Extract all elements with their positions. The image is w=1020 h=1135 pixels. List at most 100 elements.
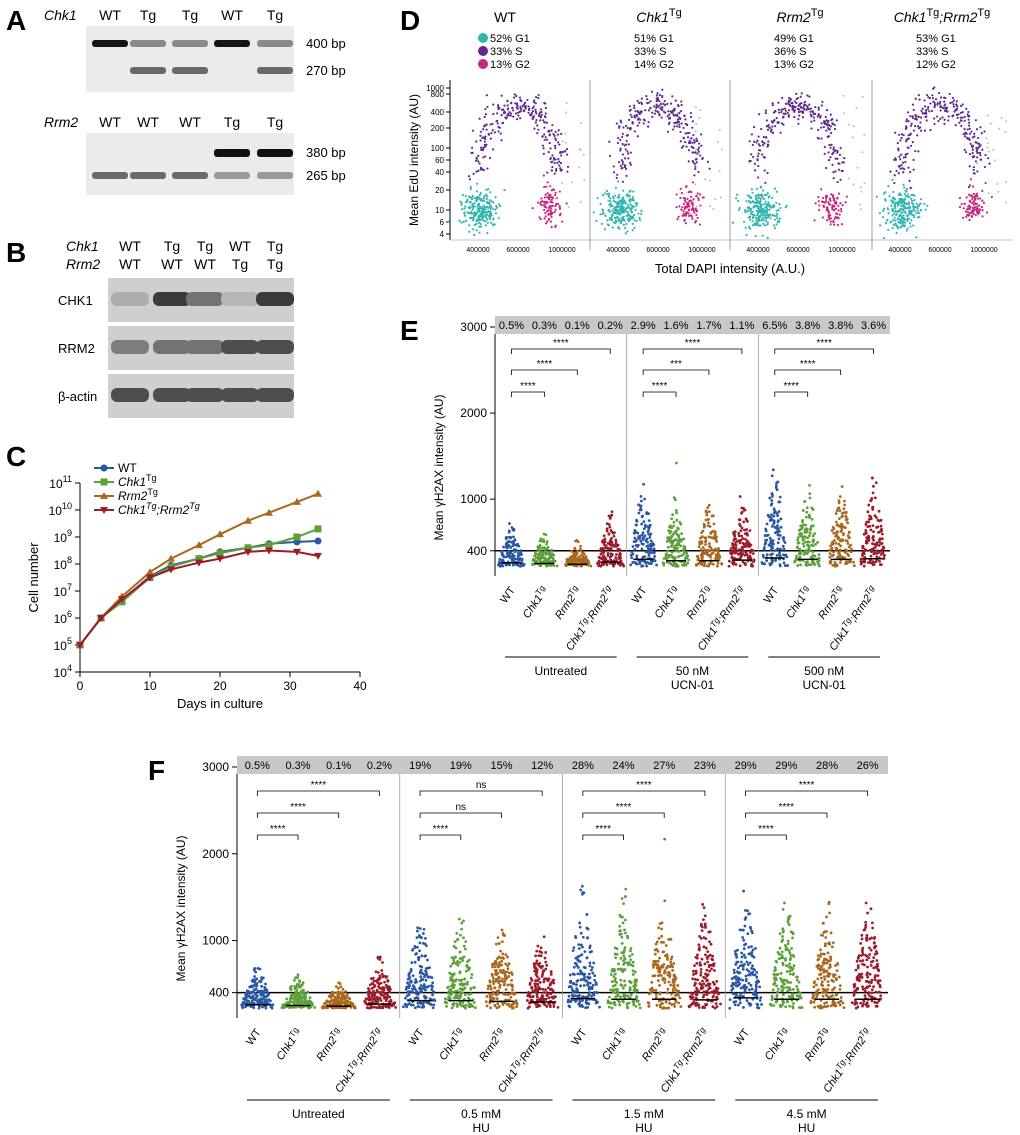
genotype-label: Rrm2Tg [683,583,716,621]
panel-b: B Chk1 Rrm2 WT Tg Tg WT Tg WT WT WT Tg Tg CHK1 RRM… [6,237,294,418]
genotype-label: Chk1Tg;Rrm2Tg [820,1025,875,1095]
significance-bracket: **** [256,780,380,796]
significance-label: **** [652,381,668,392]
y-tick-label: 200 [431,124,445,133]
y-tick-label: 20 [435,186,444,195]
phase-percent: 33% S [634,46,666,58]
panel-f: F 3000 2000 1000 400 Mean γH2AX intensity (A… [148,755,888,1135]
y-tick-label: 108 [54,555,72,572]
gel-band [214,40,250,47]
significance-label: **** [270,824,286,835]
dot-column [760,468,789,568]
data-point [244,516,252,524]
blot-band [221,292,259,306]
dot-column [687,903,722,1010]
series-line [79,492,319,646]
percent-label: 0.1% [326,760,351,772]
data-point [244,544,252,552]
y-tick-label: 104 [54,663,72,680]
condition-label: Untreated [292,1107,345,1121]
data-point [314,537,322,545]
x-tick-label: 20 [213,679,227,693]
data-point [195,555,203,563]
y-tick-label: 100 [431,144,445,153]
legend-label: Rrm2Tg [118,487,158,503]
x-tick-label: 1000000 [548,247,575,254]
gel-band [130,40,166,47]
gel-band [130,172,166,179]
rrm2-gel-label: Rrm2 [44,114,78,130]
percent-label: 0.3% [532,320,557,332]
phase-percent: 53% G1 [916,33,956,45]
significance-label: **** [595,824,611,835]
percent-label: 0.1% [565,320,590,332]
genotype-label: Chk1Tg [651,583,683,620]
band-380bp: 380 bp [306,145,346,160]
blot-band [186,340,224,354]
x-tick-label: 400000 [746,247,769,254]
percent-label: 12% [531,760,553,772]
blot-band [153,340,191,354]
data-point [216,549,224,557]
dot-column [727,495,756,568]
blot-name: β-actin [58,389,97,404]
gel-band [257,149,293,157]
blot-lane-label: WT [119,256,141,272]
significance-label: ns [476,780,487,791]
significance-label: **** [616,802,632,813]
panel-f-letter: F [148,755,165,786]
blot-band [256,292,294,306]
percent-label: 0.5% [499,320,524,332]
condition-label: 0.5 mM [461,1107,501,1121]
data-point [293,497,301,505]
percent-label: 2.9% [631,320,656,332]
legend-dot [478,59,488,69]
y-tick-label: 105 [54,636,72,653]
gel-band [172,67,208,74]
rrm2-gel [86,133,294,195]
condition-label: 4.5 mM [787,1107,827,1121]
gel-band [92,40,128,47]
significance-label: **** [778,802,794,813]
phase-percent: 52% G1 [490,33,530,45]
chk1-gel-label: Chk1 [44,7,77,23]
percent-label: 23% [694,760,716,772]
phase-percent: 13% G2 [490,59,530,71]
y-tick-label: 3000 [460,320,487,334]
dot-column [280,973,317,1010]
x-tick-label: 600000 [646,247,669,254]
dot-column [694,503,724,568]
panel-c: C 0 10 20 30 40 104 105 106 107 108 109 1010 1011 Day… [6,441,367,711]
significance-bracket: **** [582,824,624,840]
data-point [167,554,175,562]
y-tick-label: 40 [435,168,444,177]
genotype-label: Chk1Tg [598,1025,630,1062]
genotype-label: Chk1Tg [782,583,814,620]
percent-label: 27% [653,760,675,772]
phase-percent: 33% S [916,46,948,58]
dot-column [850,901,883,1010]
data-point [97,615,105,622]
legend-label: Chk1Tg [118,473,157,489]
significance-bracket: ns [419,802,502,818]
blot-band [256,388,294,402]
y-axis-title: Cell number [26,542,41,613]
significance-bracket: **** [582,802,665,818]
y-tick-label: 2000 [202,847,229,861]
y-axis-title: Mean γH2AX intensity (AU) [174,835,188,981]
data-point [216,530,224,538]
percent-label: 0.5% [245,760,270,772]
dot-column [363,955,398,1010]
percent-label: 28% [816,760,838,772]
phase-percent: 33% S [490,46,522,58]
percent-label: 29% [775,760,797,772]
significance-label: **** [758,824,774,835]
y-tick-label: 400 [209,986,229,1000]
percent-label: 15% [490,760,512,772]
cell-cycle-scatter [731,92,866,240]
phase-percent: 14% G2 [634,59,674,71]
data-point [314,552,322,560]
blot-band [111,340,149,354]
group-title: WT [494,9,516,25]
